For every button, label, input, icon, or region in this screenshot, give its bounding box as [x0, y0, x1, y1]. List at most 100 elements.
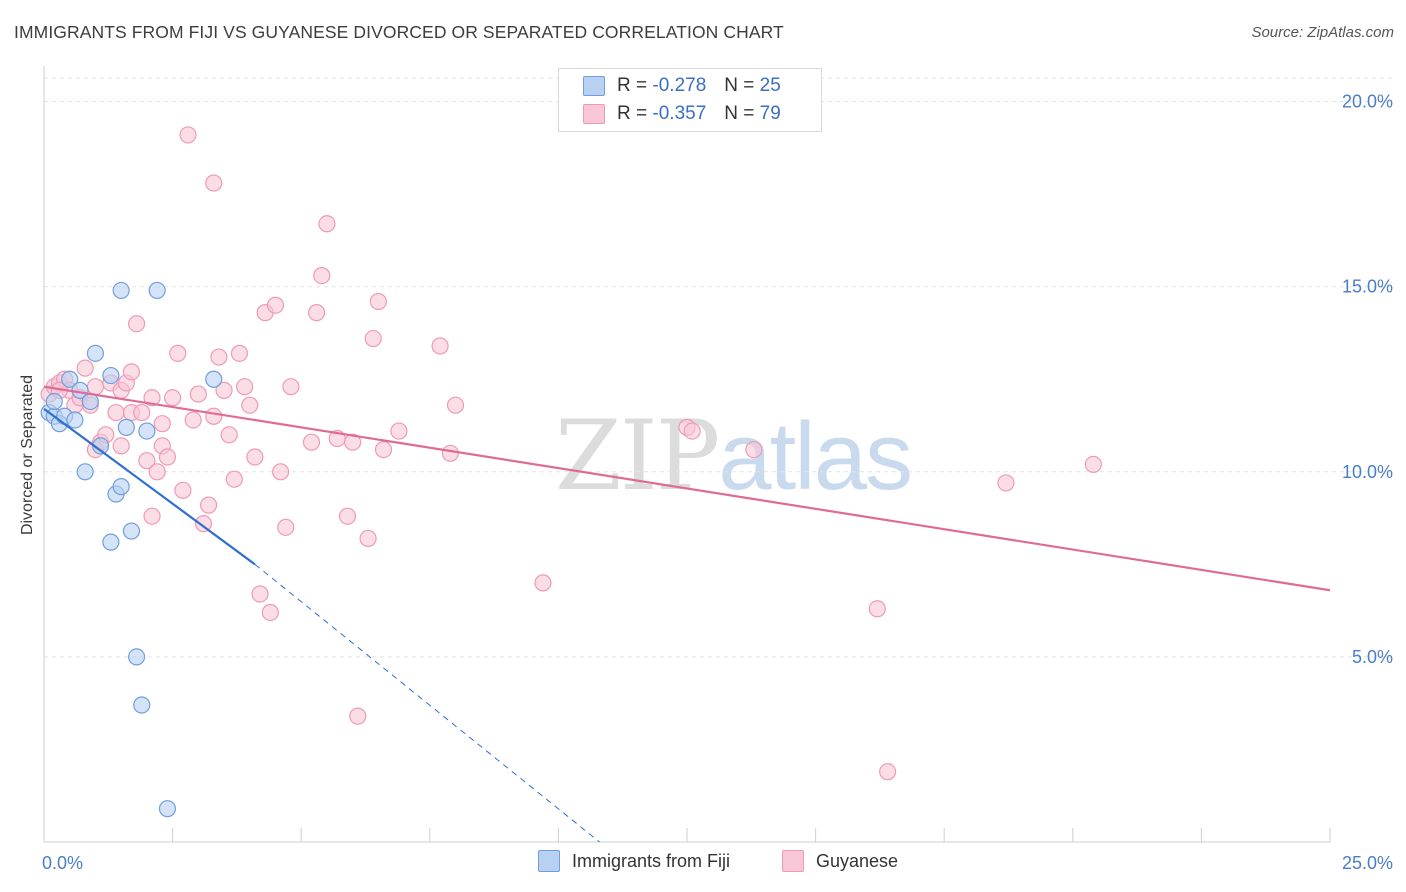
y-tick-label: 5.0%	[1352, 647, 1393, 667]
guyanese-point	[359, 529, 377, 548]
legend-n-label: N =	[724, 103, 755, 124]
guyanese-point	[374, 440, 393, 459]
guyanese-point	[133, 403, 151, 422]
fiji-point	[112, 281, 130, 300]
guyanese-point	[745, 440, 763, 459]
fiji-point	[61, 370, 79, 388]
fiji-point	[158, 800, 177, 818]
guyanese-swatch	[583, 104, 605, 124]
fiji-point	[133, 696, 151, 714]
guyanese-point	[369, 292, 387, 311]
guyanese-legend-label: Guyanese	[816, 850, 899, 871]
guyanese-point	[112, 437, 130, 455]
guyanese-point	[1084, 455, 1102, 474]
fiji-legend-swatch	[538, 850, 560, 872]
fiji-point	[102, 366, 120, 385]
guyanese-point	[868, 600, 886, 618]
guyanese-point	[158, 448, 177, 466]
guyanese-point	[441, 444, 459, 462]
guyanese-point	[169, 344, 187, 362]
y-tick-label: 20.0%	[1342, 92, 1393, 112]
guyanese-point	[390, 422, 408, 440]
guyanese-point	[122, 363, 141, 381]
fiji-point	[205, 370, 223, 388]
guyanese-point	[76, 359, 94, 377]
guyanese-point	[431, 337, 449, 355]
legend-n-value-guyanese: 79	[759, 103, 781, 124]
y-tick-label: 15.0%	[1342, 277, 1393, 297]
guyanese-point	[446, 396, 465, 414]
fiji-point	[138, 422, 156, 440]
legend-r-label: R =	[617, 75, 648, 96]
guyanese-point	[302, 433, 321, 451]
fiji-point	[112, 478, 130, 496]
watermark: ZIPatlas	[555, 400, 913, 512]
x-tick-label: 25.0%	[1342, 853, 1393, 873]
fiji-trendline	[43, 407, 256, 566]
legend-n-value-fiji: 25	[759, 75, 781, 96]
guyanese-point	[236, 378, 254, 396]
guyanese-point	[313, 267, 331, 285]
guyanese-point	[143, 389, 161, 407]
guyanese-point	[349, 707, 367, 725]
fiji-point	[45, 392, 63, 411]
guyanese-point	[272, 463, 290, 481]
guyanese-point	[318, 215, 336, 233]
guyanese-point	[364, 329, 382, 348]
guyanese-point	[205, 407, 223, 425]
watermark-zip: ZIP	[555, 400, 720, 512]
guyanese-point	[138, 452, 156, 470]
legend-r-value-guyanese: -0.357	[652, 103, 707, 124]
guyanese-point	[251, 585, 269, 603]
guyanese-point	[194, 515, 213, 533]
legend-row-guyanese: R = -0.357 N = 79	[559, 100, 781, 128]
guyanese-point	[338, 507, 357, 525]
fiji-point	[122, 522, 141, 540]
fiji-point	[117, 418, 135, 436]
bottom-legend-fiji: Immigrants from Fiji	[538, 850, 730, 872]
stats-legend: R = -0.278 N = 25 R = -0.357 N = 79	[558, 68, 822, 132]
fiji-point	[86, 344, 105, 362]
guyanese-point	[200, 496, 218, 514]
guyanese-point	[179, 126, 197, 144]
fiji-point	[148, 281, 166, 300]
guyanese-point	[174, 481, 192, 499]
guyanese-point	[215, 381, 233, 399]
guyanese-point	[241, 396, 259, 414]
fiji-point	[127, 648, 146, 666]
guyanese-point	[230, 344, 249, 362]
legend-row-fiji: R = -0.278 N = 25	[559, 72, 781, 100]
guyanese-point	[127, 315, 146, 333]
guyanese-point	[879, 763, 897, 781]
chart-title: IMMIGRANTS FROM FIJI VS GUYANESE DIVORCE…	[14, 22, 784, 42]
guyanese-point	[86, 378, 105, 396]
guyanese-point	[246, 448, 264, 466]
guyanese-point	[189, 385, 207, 403]
guyanese-point	[148, 463, 166, 481]
guyanese-legend-swatch	[782, 850, 804, 872]
guyanese-point	[225, 470, 243, 488]
bottom-legend-guyanese: Guyanese	[782, 850, 898, 872]
fiji-point	[76, 463, 94, 481]
legend-r-value-fiji: -0.278	[652, 75, 707, 96]
guyanese-trendline	[43, 385, 1331, 592]
guyanese-point	[164, 389, 182, 407]
legend-r-label: R =	[617, 103, 648, 124]
fiji-trendline-extension	[254, 563, 600, 843]
guyanese-point	[184, 411, 202, 429]
guyanese-point	[277, 518, 295, 536]
y-tick-label: 10.0%	[1342, 462, 1393, 482]
guyanese-point	[683, 422, 701, 440]
guyanese-point	[107, 403, 125, 422]
fiji-swatch	[583, 76, 605, 96]
fiji-point	[66, 411, 84, 429]
guyanese-point	[153, 415, 171, 433]
guyanese-point	[143, 507, 161, 525]
guyanese-point	[344, 433, 362, 451]
guyanese-point	[261, 603, 279, 622]
x-tick-label: 0.0%	[42, 853, 83, 873]
guyanese-point	[534, 574, 552, 592]
guyanese-point	[308, 304, 326, 322]
guyanese-point	[205, 174, 223, 192]
